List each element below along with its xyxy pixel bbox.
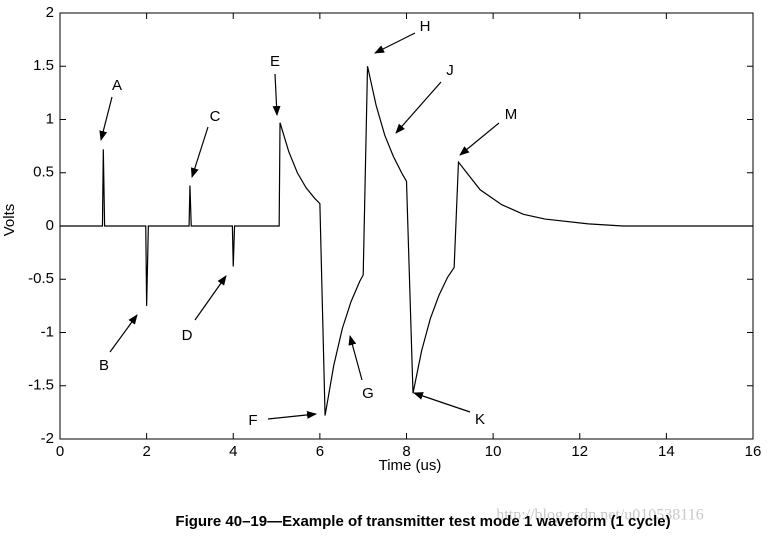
x-tick-label: 16 — [745, 443, 762, 460]
x-axis-label: Time (us) — [379, 457, 442, 474]
x-tick-label: 6 — [316, 443, 324, 460]
annotation-label: A — [112, 77, 122, 94]
y-tick-label: -0.5 — [28, 270, 54, 287]
x-tick-label: 4 — [229, 443, 237, 460]
annotation-arrow — [267, 410, 317, 420]
annotation-label: F — [248, 412, 257, 429]
y-tick-label: 1 — [46, 110, 54, 127]
x-tick-label: 0 — [56, 443, 64, 460]
annotation-label: M — [505, 106, 518, 123]
annotation-arrow — [413, 392, 471, 413]
x-tick-label: 14 — [658, 443, 675, 460]
y-tick-label: 1.5 — [33, 57, 54, 74]
x-tick-label: 8 — [402, 443, 410, 460]
annotation-arrow — [99, 96, 113, 141]
y-tick-label: -1 — [41, 323, 54, 340]
x-tick-label: 10 — [485, 443, 502, 460]
y-tick-label: -2 — [41, 430, 54, 447]
x-tick-label: 2 — [142, 443, 150, 460]
annotation-arrow — [348, 335, 363, 381]
waveform — [60, 66, 753, 416]
y-tick-label: 0 — [46, 217, 54, 234]
x-tick-label: 12 — [571, 443, 588, 460]
annotation-arrow — [374, 32, 416, 54]
annotation-arrow — [194, 275, 227, 321]
annotation-label: K — [475, 411, 485, 428]
annotation-label: B — [99, 357, 109, 374]
annotation-arrow — [272, 73, 281, 116]
annotation-arrow — [109, 314, 138, 353]
annotation-label: C — [210, 108, 221, 125]
y-tick-label: -1.5 — [28, 377, 54, 394]
watermark: http://blog.csdn.net/u010538116 — [496, 507, 703, 524]
y-tick-label: 0.5 — [33, 164, 54, 181]
caption: Figure 40–19—Example of transmitter test… — [175, 513, 670, 530]
annotation-label: D — [182, 327, 193, 344]
annotation-label: E — [270, 53, 280, 70]
annotation-arrow — [190, 126, 209, 178]
annotation-label: J — [446, 62, 454, 79]
annotation-label: G — [362, 385, 374, 402]
annotation-arrow — [395, 81, 442, 134]
annotation-label: H — [420, 18, 431, 35]
y-axis-label: Volts — [1, 204, 18, 237]
annotation-arrow — [459, 122, 500, 156]
y-tick-label: 2 — [46, 4, 54, 21]
